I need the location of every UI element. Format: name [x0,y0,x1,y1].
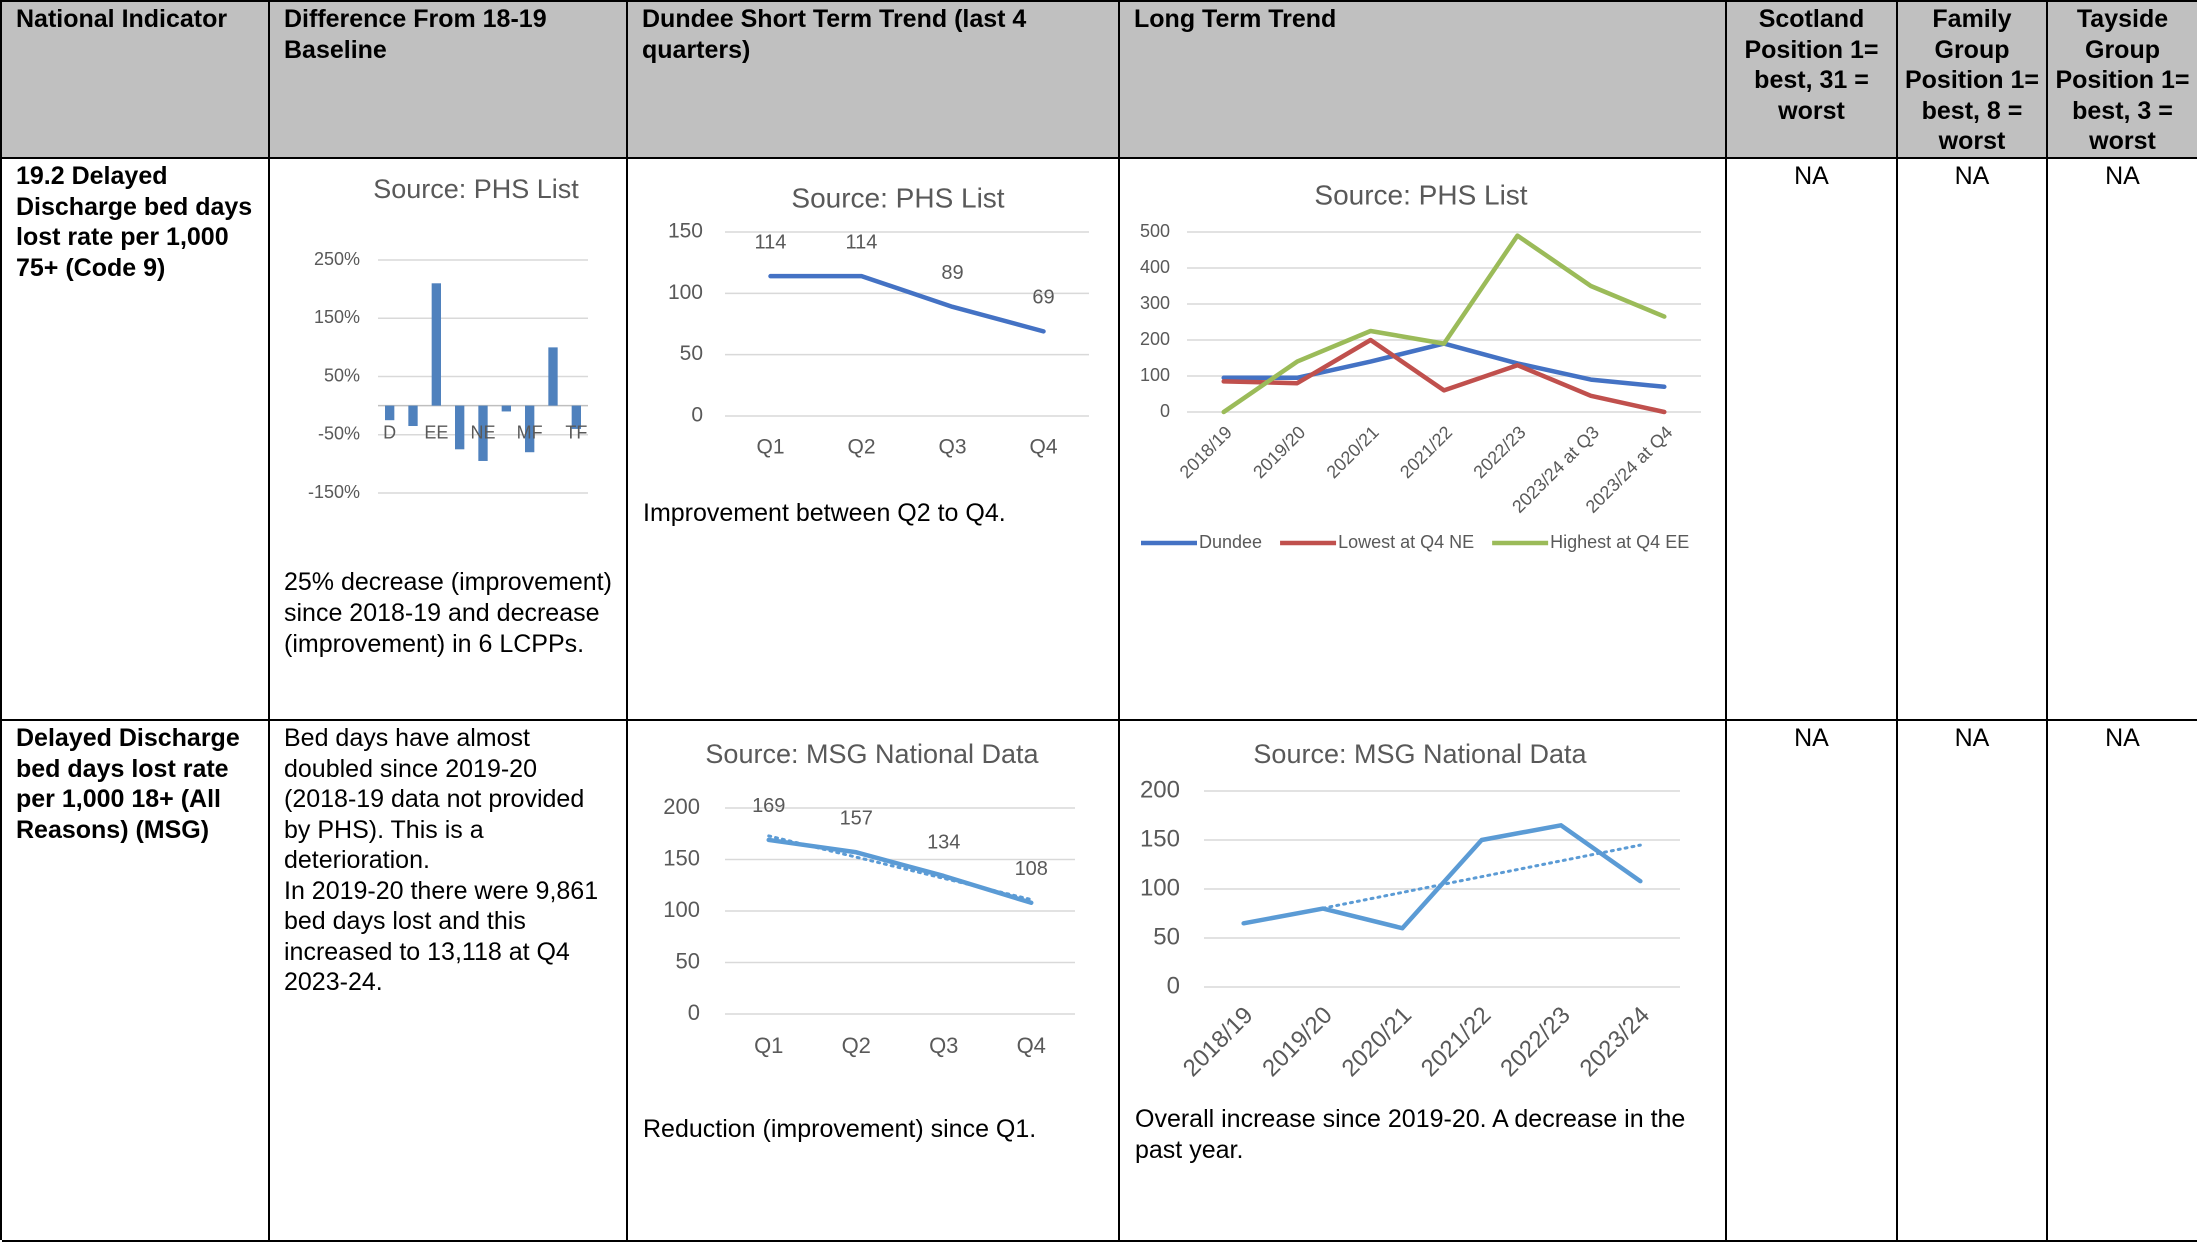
position-cell: NA [1727,721,1898,1242]
long-term-cell [1120,159,1727,721]
position-cell: NA [1898,721,2048,1242]
note: Improvement between Q2 to Q4. [643,499,1006,527]
long-term-cell: Overall increase since 2019-20. A decrea… [1120,721,1727,1242]
paragraph: Bed days have almost doubled since 2019-… [284,724,585,874]
position-cell: NA [2048,159,2197,721]
header-cell: Long Term Trend [1120,2,1727,159]
note: Overall increase since 2019-20. A decrea… [1135,1105,1686,1164]
short-term-cell: Reduction (improvement) since Q1. [628,721,1120,1242]
header-cell: Dundee Short Term Trend (last 4 quarters… [628,2,1120,159]
paragraph: 25% decrease (improvement) since 2018-19… [284,568,612,658]
header-cell: Tayside Group Position 1= best, 3 = wors… [2048,2,2197,159]
position-cell: NA [1898,159,2048,721]
header-cell: Scotland Position 1= best, 31 = worst [1727,2,1898,159]
baseline-cell: Bed days have almost doubled since 2019-… [270,721,628,1242]
header-cell: Difference From 18-19 Baseline [270,2,628,159]
position-cell: NA [1727,159,1898,721]
position-cell: NA [2048,721,2197,1242]
baseline-text: 25% decrease (improvement) since 2018-19… [284,567,614,660]
header-cell: National Indicator [2,2,270,159]
baseline-cell: 25% decrease (improvement) since 2018-19… [270,159,628,721]
paragraph: In 2019-20 there were 9,861 bed days los… [284,876,599,997]
indicator-cell: Delayed Discharge bed days lost rate per… [2,721,270,1242]
short-term-cell: Improvement between Q2 to Q4. [628,159,1120,721]
indicator-cell: 19.2 Delayed Discharge bed days lost rat… [2,159,270,721]
note: Reduction (improvement) since Q1. [643,1115,1037,1143]
header-cell: Family Group Position 1= best, 8 = worst [1898,2,2048,159]
